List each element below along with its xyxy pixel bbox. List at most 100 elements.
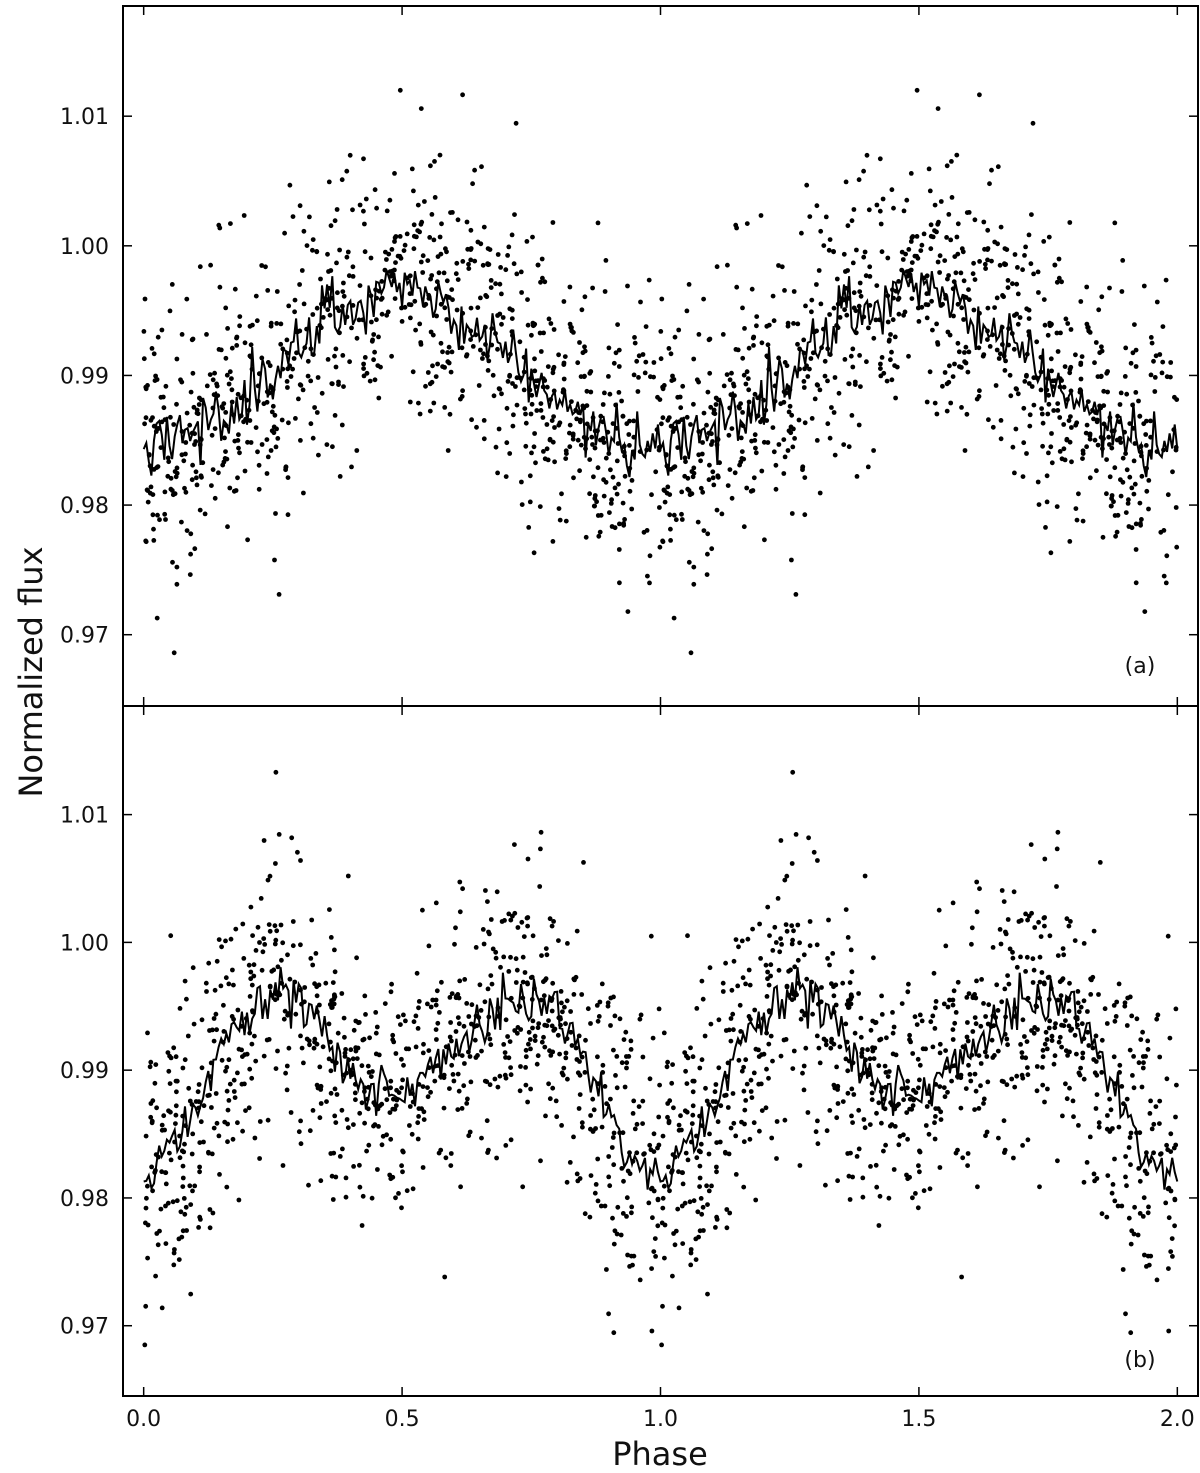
panel-b-data-point: [197, 1214, 203, 1220]
panel-a-data-point: [790, 444, 796, 450]
panel-b-data-point: [802, 1012, 807, 1018]
panel-a-data-point: [264, 399, 270, 405]
panel-b-data-point: [972, 1107, 977, 1112]
panel-a-data-point: [506, 244, 512, 250]
panel-a-data-point: [579, 307, 585, 313]
panel-a-data-point: [1131, 491, 1137, 497]
panel-b-data-point: [148, 1101, 154, 1106]
panel-b-data-point: [723, 1092, 729, 1098]
panel-b-data-point: [450, 1072, 456, 1077]
panel-b-data-point: [637, 1277, 643, 1283]
panel-b-data-point: [306, 1182, 311, 1188]
panel-a-data-point: [976, 345, 982, 351]
panel-b-data-point: [801, 1087, 807, 1093]
panel-a-data-point: [1161, 573, 1167, 579]
panel-b-data-point: [775, 896, 781, 901]
panel-a-data-point: [1010, 444, 1016, 450]
panel-b-data-point: [543, 1113, 548, 1119]
panel-b-data-point: [1035, 1027, 1040, 1032]
panel-a-data-point: [493, 281, 498, 287]
panel-b-model-curve: [143, 967, 1179, 1191]
panel-b-data-point: [1110, 1182, 1116, 1187]
panel-a-data-point: [445, 448, 451, 453]
panel-a-data-point: [259, 263, 265, 268]
panel-b-data-point: [201, 1139, 206, 1145]
panel-a-data-point: [856, 177, 862, 183]
panel-a-data-point: [326, 179, 332, 185]
panel-a-data-point: [686, 559, 692, 565]
panel-a-data-point: [603, 258, 609, 263]
panel-b-data-point: [950, 1027, 956, 1032]
panel-a-data-point: [807, 214, 813, 220]
panel-a-data-point: [1144, 488, 1150, 494]
panel-a-data-point: [1045, 411, 1051, 417]
panel-b-data-point: [180, 1175, 186, 1181]
panel-b-data-point: [592, 1190, 598, 1196]
panel-a-data-point: [587, 457, 593, 462]
panel-b-data-point: [691, 1198, 697, 1204]
panel-a-data-point: [734, 284, 740, 290]
panel-b-data-point: [704, 1183, 709, 1189]
panel-b-data-point: [1007, 946, 1013, 952]
panel-b-data-point: [693, 1257, 699, 1262]
panel-a-data-point: [1123, 510, 1129, 515]
panel-a-data-point: [1099, 294, 1105, 300]
panel-b-data-point: [678, 1113, 683, 1119]
panel-b-data-point: [624, 1060, 630, 1066]
panel-b-data-point: [207, 1092, 212, 1098]
panel-a-data-point: [509, 316, 515, 321]
panel-b-data-point: [207, 1225, 213, 1231]
panel-a-data-point: [846, 444, 852, 450]
panel-b-data-point: [457, 879, 463, 885]
panel-b-data-point: [1030, 980, 1036, 985]
panel-a-data-point: [802, 366, 807, 372]
panel-a-data-point: [1021, 405, 1027, 411]
panel-a-data-point: [237, 323, 243, 329]
panel-b-data-point: [264, 1037, 270, 1043]
panel-b-data-point: [937, 1041, 943, 1047]
panel-a-data-point: [429, 273, 435, 278]
panel-a-data-point: [417, 229, 422, 235]
panel-a-data-point: [744, 221, 750, 227]
panel-b-data-point: [791, 928, 796, 934]
panel-b-data-point: [542, 1022, 548, 1028]
panel-a-data-point: [209, 483, 214, 488]
panel-b-data-point: [518, 1064, 523, 1069]
panel-b-data-point: [485, 899, 490, 904]
panel-b-data-point: [457, 978, 463, 984]
panel-a-data-point: [924, 399, 930, 405]
panel-b-data-point: [774, 1119, 780, 1124]
panel-b-data-point: [307, 1042, 312, 1048]
panel-b-data-point: [720, 989, 726, 994]
panel-a-data-point: [781, 437, 787, 442]
panel-b-data-point: [555, 1032, 561, 1038]
panel-b-data-point: [810, 1011, 815, 1017]
panel-b-data-point: [862, 1125, 868, 1131]
panel-b-data-point: [766, 982, 772, 988]
panel-a-data-point: [946, 273, 951, 278]
panel-b-data-point: [1134, 1016, 1140, 1022]
panel-b-data-point: [583, 1037, 588, 1043]
panel-a-data-point: [190, 336, 196, 342]
panel-a-data-point: [752, 391, 758, 397]
panel-a-data-point: [411, 233, 417, 239]
panel-a-data-point: [612, 485, 618, 491]
panel-a-data-point: [519, 290, 524, 295]
panel-a-data-point: [959, 365, 964, 370]
panel-b-data-point: [1076, 1070, 1082, 1076]
panel-b-data-point: [1138, 1037, 1144, 1042]
panel-a-data-point: [910, 234, 916, 239]
panel-a-data-point: [512, 212, 517, 218]
panel-b-data-point: [231, 1077, 237, 1083]
panel-a-data-point: [523, 420, 529, 426]
panel-b-data-point: [522, 970, 528, 975]
panel-b-data-point: [553, 1098, 559, 1104]
panel-a-data-point: [445, 359, 451, 365]
panel-a-data-point: [1002, 246, 1008, 252]
panel-a-data-point: [1022, 253, 1027, 258]
panel-a-data-point: [1043, 525, 1048, 530]
panel-b-data-point: [782, 877, 788, 883]
panel-a-data-point: [438, 301, 444, 307]
panel-b-data-point: [852, 1030, 858, 1036]
